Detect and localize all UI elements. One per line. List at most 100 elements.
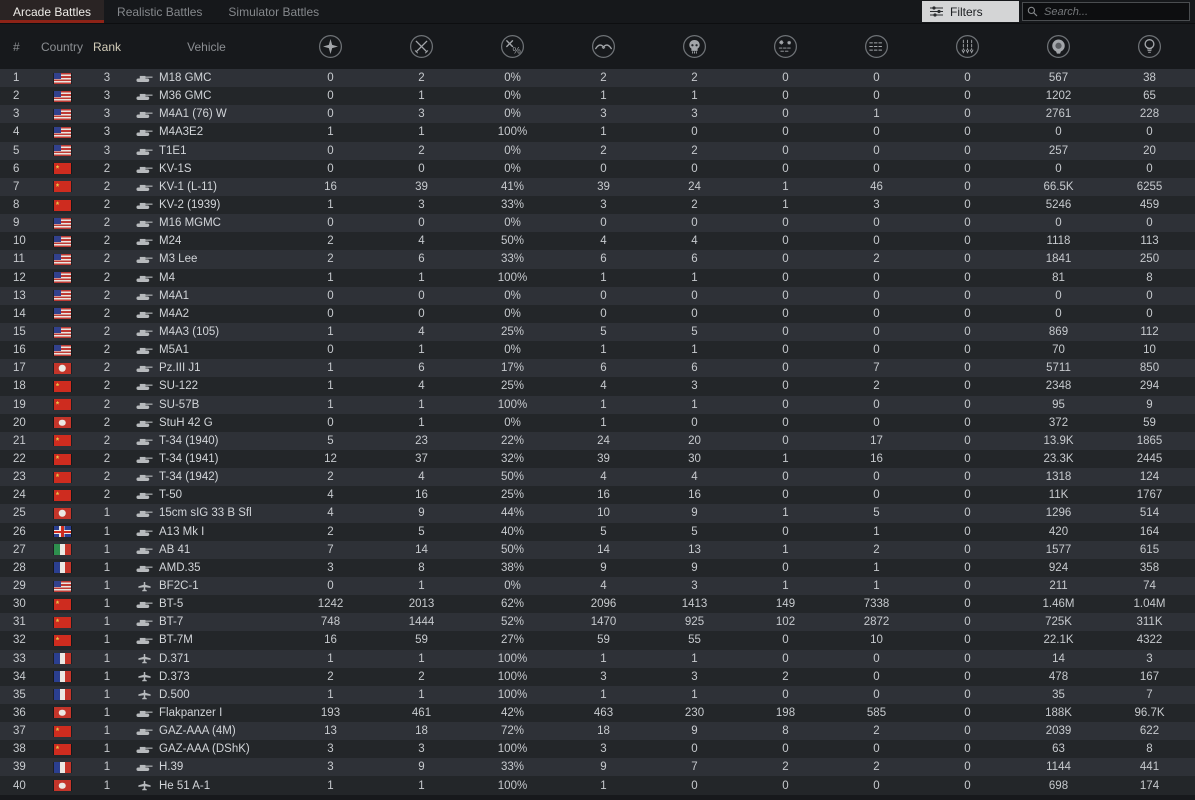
column-header-rank[interactable]: Rank [92,39,121,54]
stat-deaths: 9 [691,507,698,520]
table-row[interactable]: 6 2 KV-1S 0 0 0% 0 0 0 0 0 0 0 [0,159,1195,178]
table-row[interactable]: 22 2 T-34 (1941) 12 37 32% 39 30 1 16 0 23.3K 2445 [0,449,1195,469]
stat-deaths: 9 [691,561,698,574]
table-row[interactable]: 5 3 T1E1 0 2 0% 2 2 0 0 0 257 20 [0,141,1195,160]
stat-research-points-earned: 1767 [1136,489,1163,502]
column-header-research-points[interactable] [1104,33,1195,60]
table-row[interactable]: 33 1 D.371 1 1 100% 1 1 0 0 0 14 3 [0,649,1195,668]
stat-ground-targets-destroyed: 0 [873,416,880,429]
table-row[interactable]: 8 2 KV-2 (1939) 1 3 33% 3 2 1 3 0 5246 459 [0,195,1195,215]
row-number: 16 [13,344,26,357]
column-header-silver-lions[interactable] [1013,33,1104,60]
stat-victories: 2 [327,235,334,248]
air-targets-icon [772,33,799,60]
stat-battles: 461 [411,706,432,719]
stat-battles: 9 [418,761,425,774]
stat-deaths: 3 [691,670,698,683]
column-header-naval-targets[interactable] [922,33,1013,60]
stat-victories: 2 [327,525,334,538]
table-row[interactable]: 3 3 M4A1 (76) W 0 3 0% 3 3 0 1 0 2761 228 [0,105,1195,124]
tab-simulator-battles[interactable]: Simulator Battles [228,4,320,19]
table-row[interactable]: 11 2 M3 Lee 2 6 33% 6 6 0 2 0 1841 250 [0,250,1195,269]
stat-victories: 0 [327,90,334,103]
stat-ground-targets-destroyed: 0 [873,688,880,701]
table-row[interactable]: 2 3 M36 GMC 0 1 0% 1 1 0 0 0 1202 65 [0,87,1195,106]
table-row[interactable]: 31 1 BT-7 748 1444 52% 1470 925 102 2872 0 725K 311K [0,613,1195,632]
stat-research-points-earned: 441 [1139,761,1160,774]
table-row[interactable]: 12 2 M4 1 1 100% 1 1 0 0 0 81 8 [0,268,1195,287]
table-row[interactable]: 28 1 AMD.35 3 8 38% 9 9 0 1 0 924 358 [0,558,1195,577]
stat-air-targets-destroyed: 1 [782,543,789,556]
column-header-number[interactable]: # [13,39,20,54]
column-header-deaths[interactable] [649,33,740,60]
rank-cell: 3 [103,72,111,85]
stat-win-rate: 41% [500,180,525,193]
table-row[interactable]: 15 2 M4A3 (105) 1 4 25% 5 5 0 0 0 869 112 [0,322,1195,342]
tab-arcade-battles[interactable]: Arcade Battles [0,0,105,23]
filters-button[interactable]: Filters [922,1,1019,22]
stat-silver-lions-earned: 257 [1048,144,1069,157]
vehicle-name: 15cm sIG 33 B Sfl [159,507,252,520]
table-row[interactable]: 14 2 M4A2 0 0 0% 0 0 0 0 0 0 0 [0,304,1195,323]
column-header-ground-targets[interactable] [831,33,922,60]
column-header-respawns[interactable] [558,33,649,60]
stat-respawns: 1 [600,398,607,411]
table-row[interactable]: 34 1 D.373 2 2 100% 3 3 2 0 0 478 167 [0,667,1195,686]
rank-cell: 3 [103,108,111,121]
column-header-air-targets[interactable] [740,33,831,60]
table-row[interactable]: 23 2 T-34 (1942) 2 4 50% 4 4 0 0 0 1318 124 [0,468,1195,487]
vehicle-cell: T1E1 [128,145,285,157]
table-row[interactable]: 27 1 AB 41 7 14 50% 14 13 1 2 0 1577 615 [0,540,1195,559]
column-header-country[interactable]: Country [40,39,84,54]
table-row[interactable]: 30 1 BT-5 1242 2013 62% 2096 1413 149 7338 0 1.46M 1… [0,595,1195,614]
table-row[interactable]: 26 1 A13 Mk I 2 5 40% 5 5 0 1 0 420 164 [0,522,1195,541]
stat-ground-targets-destroyed: 1 [873,580,880,592]
stat-air-targets-destroyed: 0 [782,362,789,375]
stat-silver-lions-earned: 1202 [1045,90,1072,103]
table-row[interactable]: 10 2 M24 2 4 50% 4 4 0 0 0 1118 113 [0,232,1195,251]
table-row[interactable]: 25 1 15cm sIG 33 B Sfl 4 9 44% 10 9 1 5 0 1296 514 [0,504,1195,523]
stat-naval-targets-destroyed: 0 [964,453,971,466]
vehicle-cell: Flakpanzer I [128,707,285,719]
country-cell [38,253,86,265]
table-row[interactable]: 20 2 StuH 42 G 0 1 0% 1 0 0 0 0 372 59 [0,413,1195,432]
table-row[interactable]: 35 1 D.500 1 1 100% 1 1 0 0 0 35 7 [0,685,1195,704]
table-row[interactable]: 9 2 M16 MGMC 0 0 0% 0 0 0 0 0 0 0 [0,214,1195,233]
skull-icon [681,33,708,60]
table-header: # Country Rank Vehicle % [0,24,1195,69]
stat-air-targets-destroyed: 0 [782,688,789,701]
stat-research-points-earned: 124 [1139,471,1160,484]
table-row[interactable]: 40 1 He 51 A-1 1 1 100% 1 0 0 0 0 698 174 [0,776,1195,795]
table-row[interactable]: 36 1 Flakpanzer I 193 461 42% 463 230 198 585 0 188… [0,703,1195,723]
column-header-vehicle[interactable]: Vehicle [187,39,226,54]
vehicle-cell: T-34 (1942) [128,471,285,483]
search-input[interactable] [1042,4,1185,19]
table-row[interactable]: 17 2 Pz.III J1 1 6 17% 6 6 0 7 0 5711 850 [0,359,1195,378]
table-row[interactable]: 21 2 T-34 (1940) 5 23 22% 24 20 0 17 0 13.9K 1865 [0,431,1195,450]
table-row[interactable]: 1 3 M18 GMC 0 2 0% 2 2 0 0 0 567 38 [0,69,1195,88]
column-header-battles[interactable] [376,33,467,60]
country-cell [38,145,86,157]
tab-realistic-battles[interactable]: Realistic Battles [117,4,203,19]
table-row[interactable]: 16 2 M5A1 0 1 0% 1 1 0 0 0 70 10 [0,341,1195,360]
table-row[interactable]: 7 2 KV-1 (L-11) 16 39 41% 39 24 1 46 0 66.5K 6255 [0,177,1195,196]
stat-victories: 1 [327,779,334,792]
table-row[interactable]: 24 2 T-50 4 16 25% 16 16 0 0 0 11K 1767 [0,486,1195,505]
table-row[interactable]: 18 2 SU-122 1 4 25% 4 3 0 2 0 2348 294 [0,377,1195,396]
table-row[interactable]: 19 2 SU-57B 1 1 100% 1 1 0 0 0 95 9 [0,395,1195,414]
column-header-victories[interactable] [285,33,376,60]
table-row[interactable]: 4 3 M4A3E2 1 1 100% 1 0 0 0 0 0 0 [0,123,1195,142]
table-row[interactable]: 13 2 M4A1 0 0 0% 0 0 0 0 0 0 0 [0,286,1195,305]
stat-respawns: 6 [600,362,607,375]
search-box[interactable] [1022,2,1190,21]
table-row[interactable]: 29 1 BF2C-1 0 1 0% 4 3 1 1 0 211 74 [0,576,1195,596]
table-row[interactable]: 37 1 GAZ-AAA (4M) 13 18 72% 18 9 8 2 0 2039 622 [0,722,1195,741]
table-row[interactable]: 39 1 H.39 3 9 33% 9 7 2 2 0 1144 441 [0,758,1195,777]
stat-air-targets-destroyed: 0 [782,380,789,393]
column-header-win-rate[interactable]: % [467,33,558,60]
table-row[interactable]: 32 1 BT-7M 16 59 27% 59 55 0 10 0 22.1K 4322 [0,631,1195,650]
country-cell [38,326,86,338]
stat-ground-targets-destroyed: 17 [870,434,883,447]
table-row[interactable]: 38 1 GAZ-AAA (DShK) 3 3 100% 3 0 0 0 0 63 8 [0,740,1195,759]
country-cell [38,362,86,374]
